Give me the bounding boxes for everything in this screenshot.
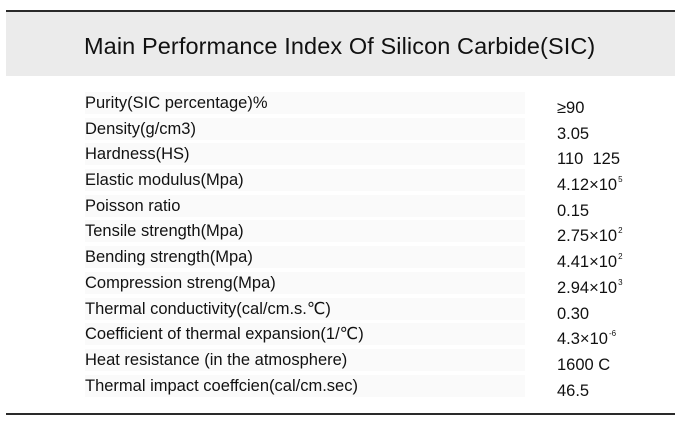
property-value: 0.30 bbox=[557, 304, 590, 323]
properties-table: Purity(SIC percentage)% ≥90 Density(g/cm… bbox=[0, 92, 675, 400]
property-value: 1600 C bbox=[557, 355, 611, 374]
table-row: Bending strength(Mpa) 4.41×102 bbox=[0, 246, 675, 272]
table-title: Main Performance Index Of Silicon Carbid… bbox=[84, 33, 596, 59]
property-value: 2.94×103 bbox=[557, 277, 623, 297]
property-label: Heat resistance (in the atmosphere) bbox=[85, 348, 525, 371]
top-rule bbox=[6, 10, 675, 12]
property-value: 0.15 bbox=[557, 201, 590, 220]
property-label: Thermal impact coeffcien(cal/cm.sec) bbox=[85, 374, 525, 397]
table-row: Elastic modulus(Mpa) 4.12×105 bbox=[0, 169, 675, 195]
property-value: 4.12×105 bbox=[557, 175, 623, 195]
property-value: ≥90 bbox=[557, 99, 585, 117]
property-label: Density(g/cm3) bbox=[85, 117, 525, 140]
bottom-rule bbox=[6, 413, 675, 415]
property-label: Bending strength(Mpa) bbox=[85, 246, 525, 269]
table-row: Compression streng(Mpa) 2.94×103 bbox=[0, 271, 675, 298]
property-label: Purity(SIC percentage)% bbox=[85, 92, 525, 114]
property-label: Tensile strength(Mpa) bbox=[85, 220, 525, 243]
property-value: 3.05 bbox=[557, 124, 590, 143]
property-value: 4.41×102 bbox=[557, 252, 623, 272]
property-label: Elastic modulus(Mpa) bbox=[85, 169, 525, 192]
table-row: Hardness(HS) 110 125 bbox=[0, 143, 675, 169]
table-row: Thermal conductivity(cal/cm.s.℃) 0.30 bbox=[0, 297, 675, 324]
property-label: Hardness(HS) bbox=[85, 143, 525, 166]
property-value: 46.5 bbox=[557, 381, 590, 400]
table-row: Coefficient of thermal expansion(1/℃) 4.… bbox=[0, 323, 675, 349]
table-row: Poisson ratio 0.15 bbox=[0, 194, 675, 221]
property-label: Poisson ratio bbox=[85, 194, 525, 217]
property-label: Compression streng(Mpa) bbox=[85, 271, 525, 294]
property-value: 110 125 bbox=[557, 150, 621, 169]
table-row: Density(g/cm3) 3.05 bbox=[0, 117, 675, 144]
property-label: Coefficient of thermal expansion(1/℃) bbox=[85, 323, 525, 346]
table-row: Thermal impact coeffcien(cal/cm.sec) 46.… bbox=[0, 374, 675, 401]
property-value: 4.3×10-6 bbox=[557, 329, 617, 349]
table-row: Tensile strength(Mpa) 2.75×102 bbox=[0, 220, 675, 246]
table-row: Heat resistance (in the atmosphere) 1600… bbox=[0, 348, 675, 375]
property-label: Thermal conductivity(cal/cm.s.℃) bbox=[85, 297, 525, 320]
header-band bbox=[6, 12, 675, 76]
table-row: Purity(SIC percentage)% ≥90 bbox=[0, 92, 675, 118]
property-value: 2.75×102 bbox=[557, 226, 623, 246]
